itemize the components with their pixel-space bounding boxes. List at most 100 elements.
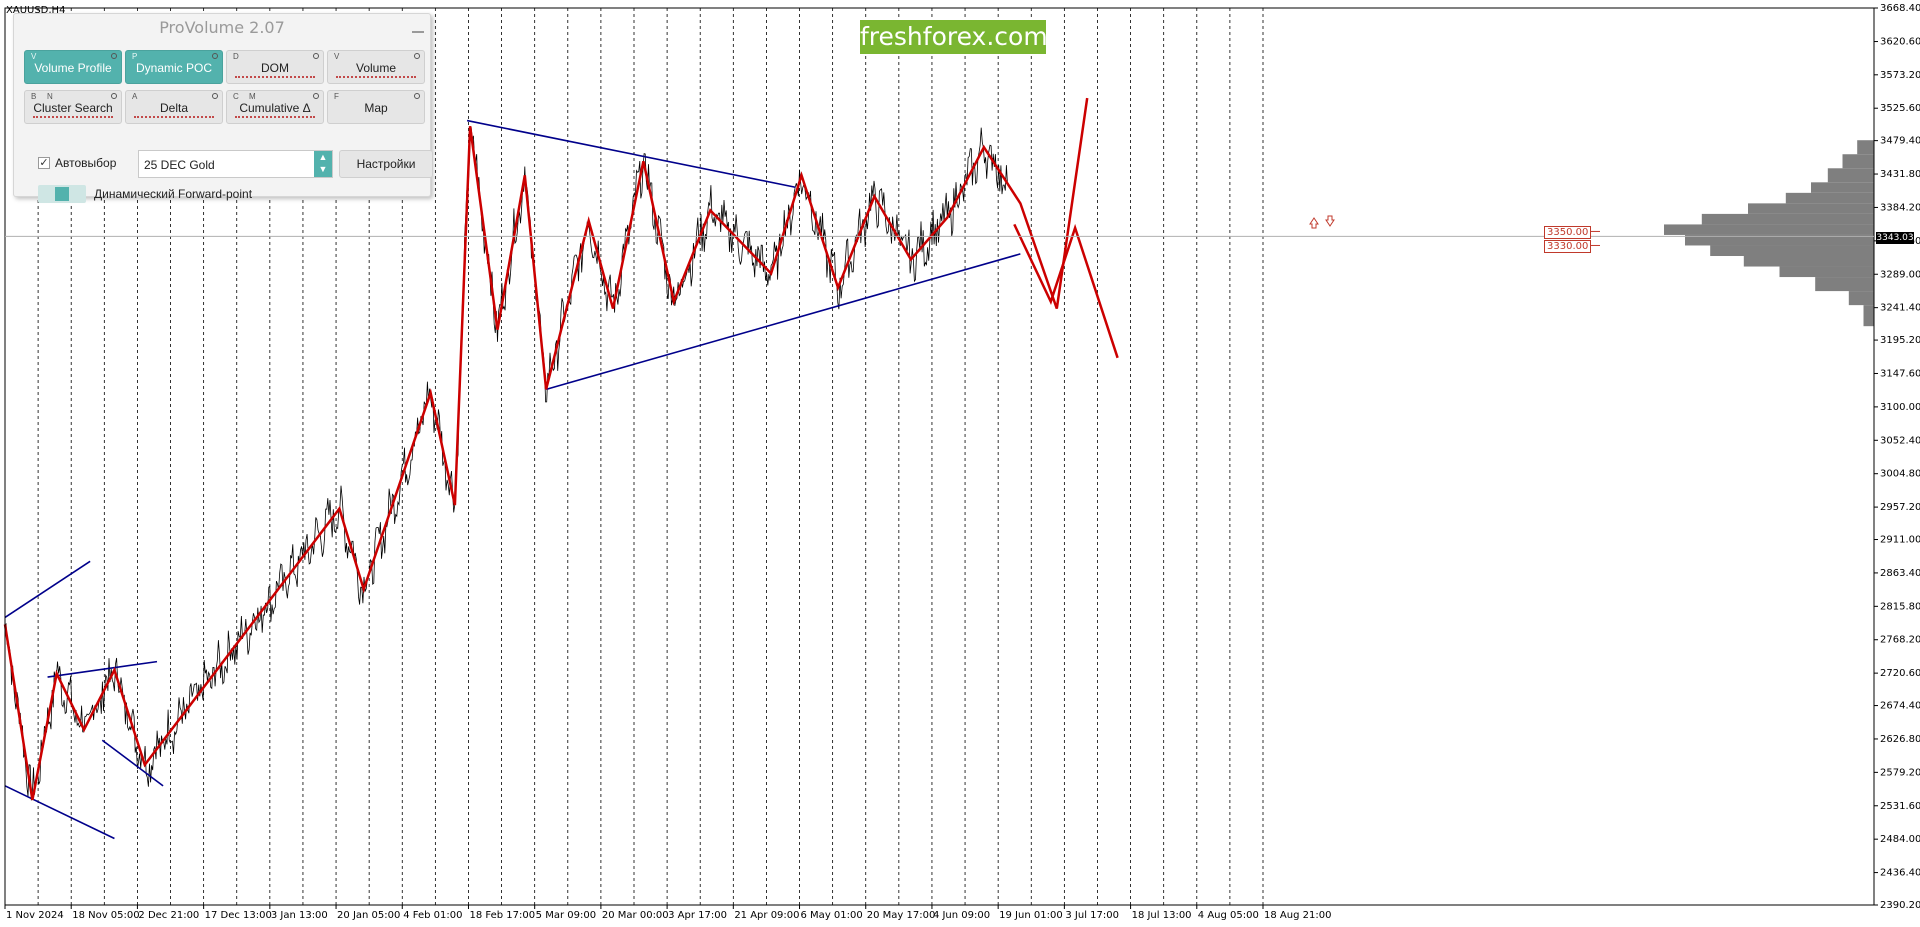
y-tick-label: 2815.80 bbox=[1880, 601, 1920, 612]
y-tick-label: 2436.40 bbox=[1880, 868, 1920, 879]
dotted-indicator bbox=[134, 116, 214, 120]
toggle-knob bbox=[55, 187, 69, 201]
dotted-indicator bbox=[235, 76, 315, 80]
y-tick-label: 2911.00 bbox=[1880, 535, 1920, 546]
x-tick-label: 18 Feb 17:00 bbox=[469, 910, 535, 921]
channel-2-upper bbox=[47, 660, 158, 678]
volume-profile-button[interactable]: V Volume Profile bbox=[24, 50, 122, 84]
y-tick-label: 2768.20 bbox=[1880, 635, 1920, 646]
level-label-3350: 3350.00 bbox=[1544, 226, 1592, 239]
instrument-select[interactable]: 25 DEC Gold ▲ ▼ bbox=[138, 150, 333, 178]
x-tick-label: 17 Dec 13:00 bbox=[205, 910, 272, 921]
y-tick-label: 3525.60 bbox=[1880, 103, 1920, 114]
gear-icon[interactable] bbox=[111, 93, 117, 99]
y-tick-label: 2957.20 bbox=[1880, 502, 1920, 513]
y-tick-label: 2531.60 bbox=[1880, 801, 1920, 812]
y-tick-label: 3668.40 bbox=[1880, 3, 1920, 14]
x-tick-label: 5 Mar 09:00 bbox=[536, 910, 596, 921]
cluster-search-button[interactable]: B N Cluster Search bbox=[24, 90, 122, 124]
volume-profile bbox=[1664, 140, 1874, 327]
panel-title: ProVolume 2.07 bbox=[159, 18, 285, 37]
dom-button[interactable]: D DOM bbox=[226, 50, 324, 84]
y-tick-label: 2674.40 bbox=[1880, 701, 1920, 712]
gear-icon[interactable] bbox=[212, 93, 218, 99]
cumulative-delta-button[interactable]: C M Cumulative Δ bbox=[226, 90, 324, 124]
x-tick-label: 20 Jan 05:00 bbox=[337, 910, 400, 921]
x-tick-label: 18 Aug 21:00 bbox=[1264, 910, 1331, 921]
symbol-label: XAUUSD,H4 bbox=[6, 5, 66, 16]
y-tick-label: 2484.00 bbox=[1880, 834, 1920, 845]
y-tick-label: 3289.00 bbox=[1880, 269, 1920, 280]
profile-bar bbox=[1710, 245, 1874, 257]
level-arrows bbox=[1309, 215, 1335, 229]
x-tick-label: 1 Nov 2024 bbox=[6, 910, 64, 921]
y-tick-label: 3479.40 bbox=[1880, 136, 1920, 147]
x-tick-label: 4 Feb 01:00 bbox=[403, 910, 462, 921]
x-tick-label: 18 Jul 13:00 bbox=[1132, 910, 1192, 921]
level-label-3330: 3330.00 bbox=[1544, 240, 1592, 253]
trendlines bbox=[4, 119, 1021, 840]
gear-icon[interactable] bbox=[313, 93, 319, 99]
profile-bar bbox=[1827, 168, 1874, 183]
y-tick-label: 3241.40 bbox=[1880, 303, 1920, 314]
y-tick-label: 2863.40 bbox=[1880, 568, 1920, 579]
y-tick-label: 2390.20 bbox=[1880, 900, 1920, 911]
plot-border bbox=[4, 7, 1875, 906]
wave-zigzag-alternative bbox=[1013, 223, 1119, 359]
profile-bar bbox=[1842, 154, 1874, 169]
spinner-arrows-icon[interactable]: ▲ ▼ bbox=[314, 151, 332, 177]
channel-2-lower bbox=[101, 739, 164, 787]
profile-bar bbox=[1811, 182, 1874, 193]
gear-icon[interactable] bbox=[111, 53, 117, 59]
minimize-icon[interactable] bbox=[412, 22, 424, 33]
y-tick-label: 3147.60 bbox=[1880, 368, 1920, 379]
auto-select-checkbox[interactable]: ✓ bbox=[38, 157, 50, 169]
x-tick-label: 18 Nov 05:00 bbox=[72, 910, 139, 921]
gear-icon[interactable] bbox=[212, 53, 218, 59]
x-tick-label: 3 Jan 13:00 bbox=[271, 910, 328, 921]
volume-button[interactable]: V Volume bbox=[327, 50, 425, 84]
profile-bar bbox=[1664, 224, 1874, 235]
y-tick-label: 3052.40 bbox=[1880, 435, 1920, 446]
x-tick-label: 3 Apr 17:00 bbox=[668, 910, 727, 921]
dotted-indicator bbox=[235, 116, 315, 120]
forward-point-toggle[interactable] bbox=[38, 185, 86, 203]
profile-bar bbox=[1863, 305, 1874, 327]
gear-icon[interactable] bbox=[313, 53, 319, 59]
y-tick-label: 2626.80 bbox=[1880, 734, 1920, 745]
price-series bbox=[4, 127, 1008, 801]
y-tick-label: 3431.80 bbox=[1880, 169, 1920, 180]
wave-zigzag bbox=[3, 97, 1089, 801]
profile-bar bbox=[1779, 266, 1874, 278]
current-price-label: 3343.03 bbox=[1876, 232, 1914, 244]
time-axis: 1 Nov 2024 18 Nov 05:002 Dec 21:00 17 Dec … bbox=[4, 905, 1331, 921]
triangle-lower bbox=[545, 253, 1021, 391]
profile-bar bbox=[1785, 192, 1874, 204]
profile-bar bbox=[1748, 203, 1874, 214]
delta-button[interactable]: A Delta bbox=[125, 90, 223, 124]
y-tick-label: 3384.20 bbox=[1880, 202, 1920, 213]
wave-zigzag-layer bbox=[3, 97, 1119, 801]
dotted-indicator bbox=[33, 116, 113, 120]
price-bars bbox=[4, 127, 1008, 801]
x-tick-label: 4 Aug 05:00 bbox=[1198, 910, 1259, 921]
y-tick-label: 3573.20 bbox=[1880, 70, 1920, 81]
provolume-panel: ProVolume 2.07 V Volume Profile P Dynami… bbox=[13, 13, 433, 203]
x-tick-label: 4 Jun 09:00 bbox=[933, 910, 990, 921]
dynamic-poc-button[interactable]: P Dynamic POC bbox=[125, 50, 223, 84]
x-tick-label: 6 May 01:00 bbox=[801, 910, 863, 921]
map-button[interactable]: F Map bbox=[327, 90, 425, 124]
settings-button[interactable]: Настройки bbox=[339, 150, 433, 178]
profile-bar bbox=[1857, 140, 1874, 155]
channel-1-lower bbox=[4, 785, 115, 840]
gear-icon[interactable] bbox=[414, 53, 420, 59]
gear-icon[interactable] bbox=[414, 93, 420, 99]
y-tick-label: 2579.20 bbox=[1880, 767, 1920, 778]
down-arrow-icon bbox=[1325, 215, 1335, 227]
y-tick-label: 3195.20 bbox=[1880, 335, 1920, 346]
profile-bar bbox=[1685, 234, 1874, 246]
profile-bar bbox=[1848, 291, 1874, 306]
profile-bar bbox=[1815, 277, 1874, 292]
y-tick-label: 3100.00 bbox=[1880, 402, 1920, 413]
profile-bar bbox=[1701, 213, 1874, 225]
